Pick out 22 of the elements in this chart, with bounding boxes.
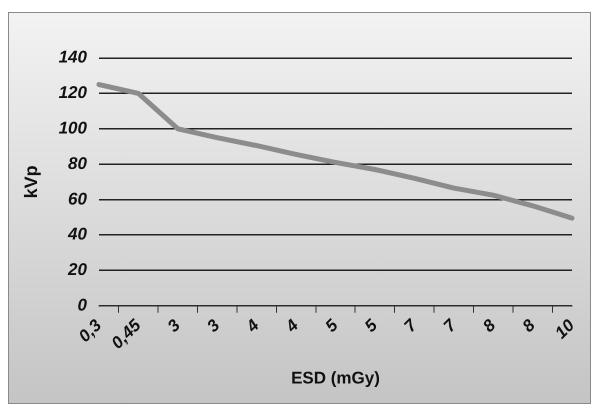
y-tick-label: 60 — [68, 189, 88, 208]
x-tick-label: 5 — [321, 315, 342, 336]
y-tick-label: 120 — [58, 83, 88, 102]
y-tick-label: 20 — [67, 260, 88, 280]
x-tick-label: 7 — [400, 314, 422, 336]
x-tick-label: 3 — [164, 315, 184, 336]
x-tick-label: 0,3 — [74, 315, 106, 346]
x-tick-label: 8 — [479, 315, 500, 336]
y-tick-label: 40 — [67, 224, 88, 244]
x-tick-label: 3 — [203, 315, 224, 336]
y-tick-label: 80 — [68, 154, 88, 173]
x-tick-label: 8 — [518, 315, 540, 336]
y-axis-title: kVp — [20, 165, 41, 198]
y-tick-label: 100 — [58, 118, 88, 138]
x-tick-label: 10 — [551, 315, 579, 343]
x-tick-label: 4 — [242, 315, 264, 337]
x-axis-title: ESD (mGy) — [291, 368, 380, 388]
x-tick-label: 7 — [440, 314, 461, 336]
y-tick-label: 140 — [58, 48, 88, 67]
x-tick-label: 5 — [360, 315, 382, 336]
y-tick-label: 0 — [77, 295, 88, 314]
x-tick-label: 4 — [281, 315, 303, 337]
